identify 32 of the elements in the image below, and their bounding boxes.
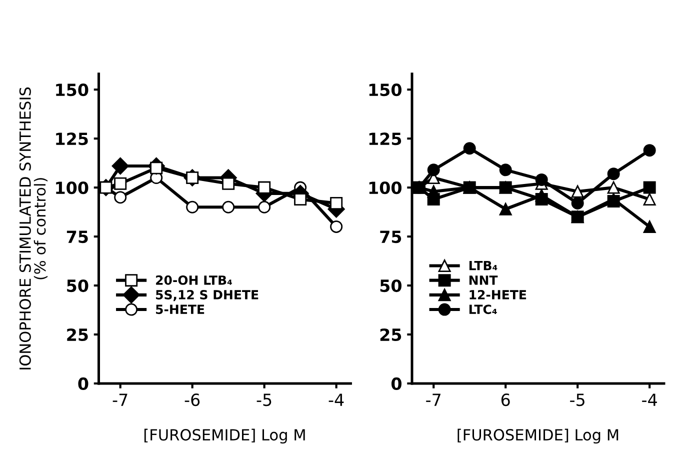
legend-label: 20-OH LTB₄ [156, 275, 232, 285]
x-tick-label: -4 [328, 394, 344, 406]
x-tick-label: 6 [501, 393, 510, 406]
y-tick-label: 75 [380, 230, 402, 244]
y-axis-title: IONOPHORE STIMULATED SYNTHESIS (% of control) [19, 87, 48, 370]
legend-label: LTC₄ [469, 304, 497, 314]
y-tick-label: 150 [56, 84, 88, 96]
x-tick-label: -7 [426, 394, 440, 406]
y-tick-label: 100 [369, 182, 402, 194]
y-tick-label: 25 [380, 328, 402, 342]
y-tick-label: 50 [67, 279, 88, 292]
y-tick-label: 0 [391, 377, 402, 390]
x-tick-label: -7 [112, 394, 128, 406]
x-tick-label: -6 [184, 393, 200, 406]
legend-label: LTB₄ [469, 260, 498, 270]
x-tick-label: -5 [570, 394, 584, 406]
y-tick-label: 125 [369, 132, 402, 146]
legend-label: 5-HETE [156, 304, 204, 314]
legend-label: 12-HETE [470, 290, 526, 300]
x-tick-label: -5 [256, 394, 272, 406]
x-axis-title: [FUROSEMIDE] Log M [458, 428, 618, 444]
y-tick-label: 125 [56, 132, 88, 146]
x-axis-title: [FUROSEMIDE] Log M [144, 428, 305, 444]
y-tick-label: 25 [67, 328, 88, 342]
y-tick-label: 150 [369, 84, 402, 96]
y-tick-label: 50 [380, 279, 402, 292]
y-tick-label: 75 [66, 230, 88, 244]
legend-label: NNT [469, 276, 498, 285]
legend-label: 5S,12 S DHETE [156, 290, 258, 302]
y-tick-label: 0 [78, 377, 88, 390]
y-tick-label: 100 [56, 182, 88, 194]
x-tick-label: -4 [642, 394, 657, 406]
